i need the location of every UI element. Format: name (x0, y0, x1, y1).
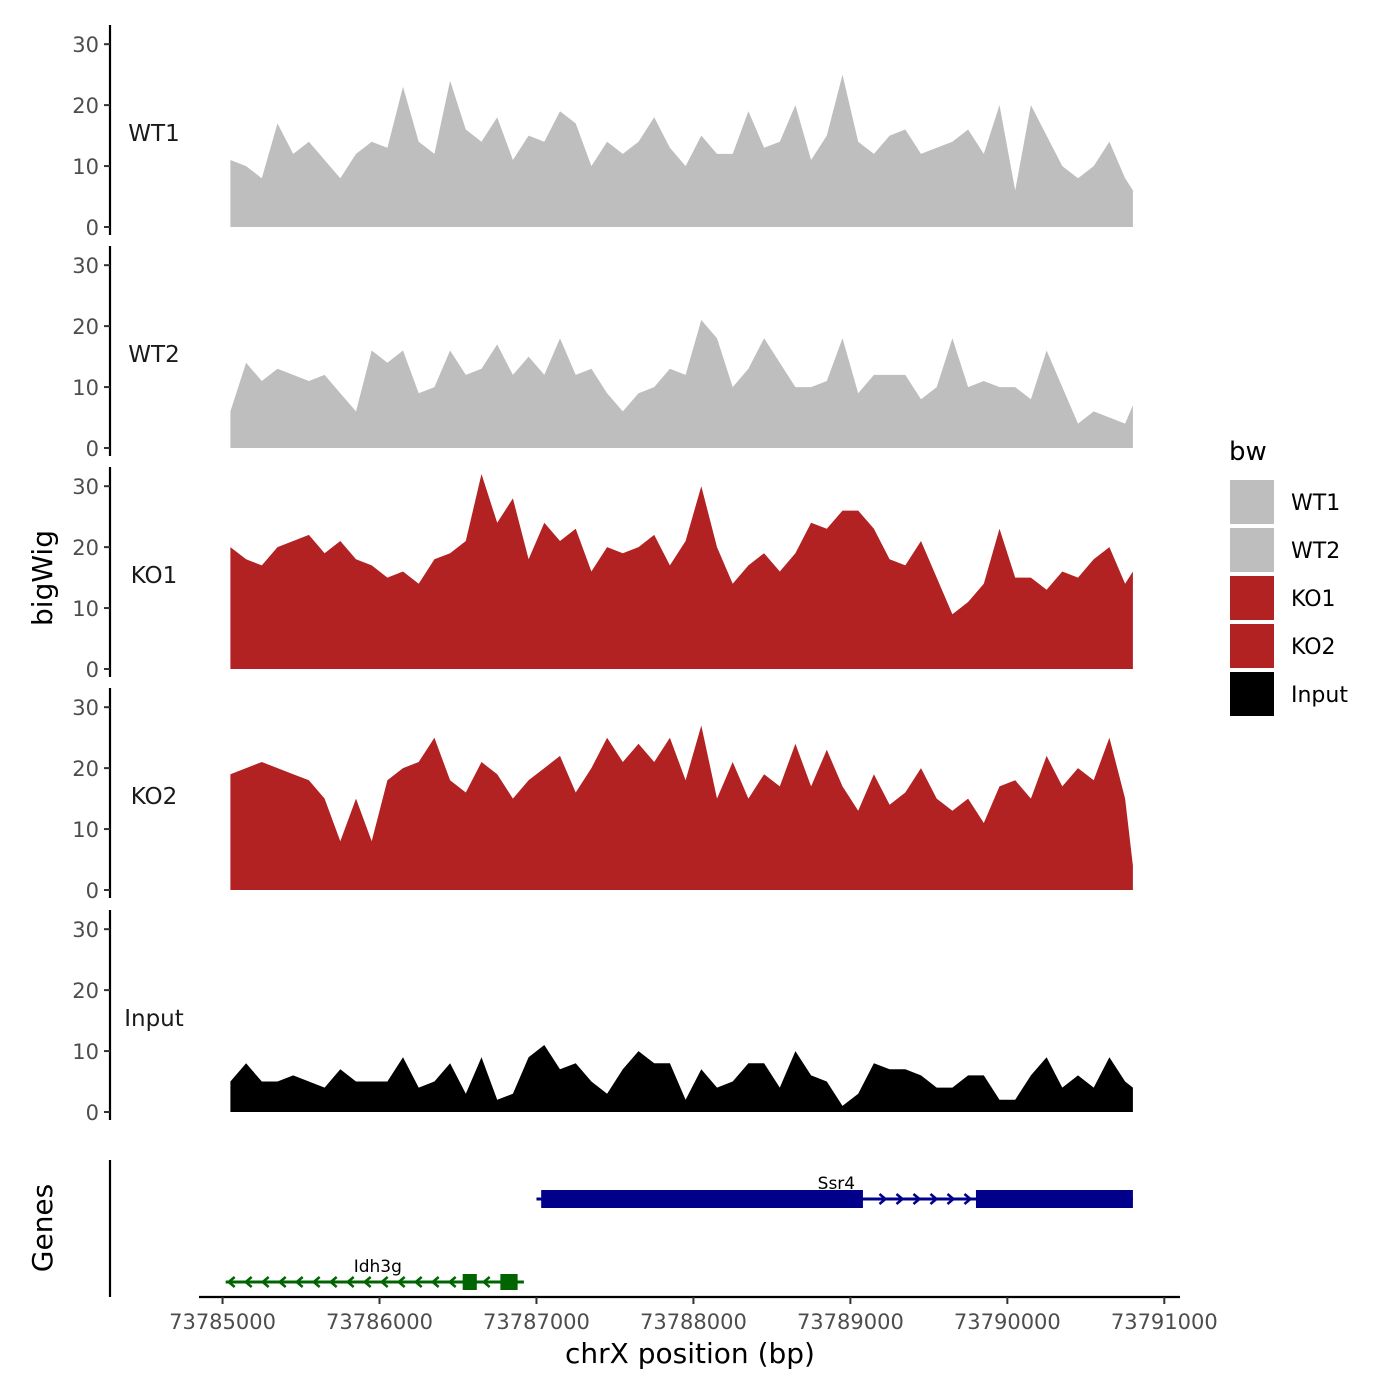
strand-arrow (430, 1276, 440, 1288)
x-tick-label: 73791000 (1111, 1310, 1218, 1334)
y-tick-label: 10 (72, 1040, 99, 1064)
legend-entry-wt1: WT1 (1230, 480, 1340, 524)
gene-label: Idh3g (354, 1257, 402, 1277)
legend-title: bw (1229, 437, 1267, 467)
y-tick-label: 0 (86, 658, 99, 682)
x-tick-label: 73787000 (483, 1310, 590, 1334)
y-tick-label: 30 (72, 475, 99, 499)
strand-arrow (226, 1276, 236, 1288)
x-tick-label: 73785000 (169, 1310, 276, 1334)
legend-entry-ko1: KO1 (1230, 576, 1336, 620)
gene-exon (541, 1190, 863, 1208)
strand-arrow (345, 1276, 355, 1288)
x-tick-label: 73789000 (797, 1310, 904, 1334)
track-label: WT2 (128, 342, 179, 368)
gene-exon (462, 1274, 477, 1290)
y-tick-label: 20 (72, 979, 99, 1003)
y-tick-label: 30 (72, 696, 99, 720)
track-ko1: 0 10 20 30 KO1 (72, 467, 1133, 682)
legend: bw WT1 WT2 KO1 KO2 Input (1229, 437, 1348, 716)
y-tick-label: 30 (72, 918, 99, 942)
genes-axis-title: Genes (26, 1184, 59, 1272)
legend-label: KO1 (1291, 587, 1336, 612)
strand-arrow (413, 1276, 423, 1288)
legend-entries: WT1 WT2 KO1 KO2 Input (1230, 480, 1348, 716)
x-tick-label: 73786000 (326, 1310, 433, 1334)
strand-arrow (243, 1276, 253, 1288)
genes-track: Ssr4 Idh3g (108, 1160, 1133, 1297)
strand-arrow (311, 1276, 321, 1288)
track-label: KO1 (131, 563, 178, 589)
y-tick-label: 20 (72, 315, 99, 339)
coverage-area-wt2 (230, 320, 1133, 448)
gene-exon (500, 1274, 518, 1290)
track-label: KO2 (131, 784, 178, 810)
track-input: 0 10 20 30 Input (72, 910, 1133, 1125)
y-tick-label: 10 (72, 597, 99, 621)
legend-key (1230, 480, 1274, 524)
y-tick-label: 10 (72, 818, 99, 842)
legend-key (1230, 672, 1274, 716)
track-ko2: 0 10 20 30 KO2 (72, 688, 1133, 903)
track-panels: 0 10 20 30 WT1 0 10 20 30 WT2 0 10 20 30 KO1 0 10 20 30 KO2… (72, 25, 1133, 1125)
legend-entry-input: Input (1230, 672, 1348, 716)
y-tick-label: 10 (72, 155, 99, 179)
strand-arrow (447, 1276, 457, 1288)
strand-arrow (912, 1193, 922, 1205)
gene-ssr4: Ssr4 (536, 1174, 1133, 1208)
track-wt1: 0 10 20 30 WT1 (72, 25, 1133, 240)
legend-label: WT2 (1291, 539, 1340, 564)
track-label: Input (124, 1006, 184, 1032)
x-axis: 73785000 73786000 73787000 73788000 73789000… (169, 1295, 1218, 1334)
strand-arrow (379, 1276, 389, 1288)
y-tick-label: 30 (72, 33, 99, 57)
gene-label: Ssr4 (818, 1174, 855, 1194)
strand-arrow (294, 1276, 304, 1288)
y-tick-label: 0 (86, 216, 99, 240)
x-tick-label: 73790000 (954, 1310, 1061, 1334)
coverage-area-wt1 (230, 74, 1133, 227)
legend-label: WT1 (1291, 491, 1340, 516)
y-tick-label: 0 (86, 879, 99, 903)
strand-arrow (929, 1193, 939, 1205)
legend-entry-wt2: WT2 (1230, 528, 1340, 572)
strand-arrow (895, 1193, 905, 1205)
y-axis-title: bigWig (26, 530, 59, 626)
gene-exon (975, 1190, 1133, 1208)
legend-key (1230, 528, 1274, 572)
y-tick-label: 20 (72, 94, 99, 118)
strand-arrow (362, 1276, 372, 1288)
strand-arrow (481, 1276, 491, 1288)
legend-key (1230, 576, 1274, 620)
y-tick-label: 0 (86, 1101, 99, 1125)
x-axis-title: chrX position (bp) (565, 1337, 815, 1370)
legend-entry-ko2: KO2 (1230, 624, 1336, 668)
coverage-area-ko2 (230, 725, 1133, 890)
gene-idh3g: Idh3g (225, 1257, 524, 1290)
x-tick-label: 73788000 (640, 1310, 747, 1334)
strand-arrow (260, 1276, 270, 1288)
coverage-area-ko1 (230, 474, 1133, 669)
strand-arrow (396, 1276, 406, 1288)
y-tick-label: 10 (72, 376, 99, 400)
legend-key (1230, 624, 1274, 668)
y-tick-label: 0 (86, 437, 99, 461)
y-tick-label: 20 (72, 536, 99, 560)
legend-label: Input (1291, 683, 1348, 708)
strand-arrow (946, 1193, 956, 1205)
track-wt2: 0 10 20 30 WT2 (72, 246, 1133, 461)
strand-arrow (328, 1276, 338, 1288)
y-tick-label: 20 (72, 757, 99, 781)
track-label: WT1 (128, 121, 179, 147)
legend-label: KO2 (1291, 635, 1336, 660)
strand-arrow (277, 1276, 287, 1288)
strand-arrow (963, 1193, 973, 1205)
y-tick-label: 30 (72, 254, 99, 278)
strand-arrow (878, 1193, 888, 1205)
coverage-area-input (230, 1045, 1133, 1112)
